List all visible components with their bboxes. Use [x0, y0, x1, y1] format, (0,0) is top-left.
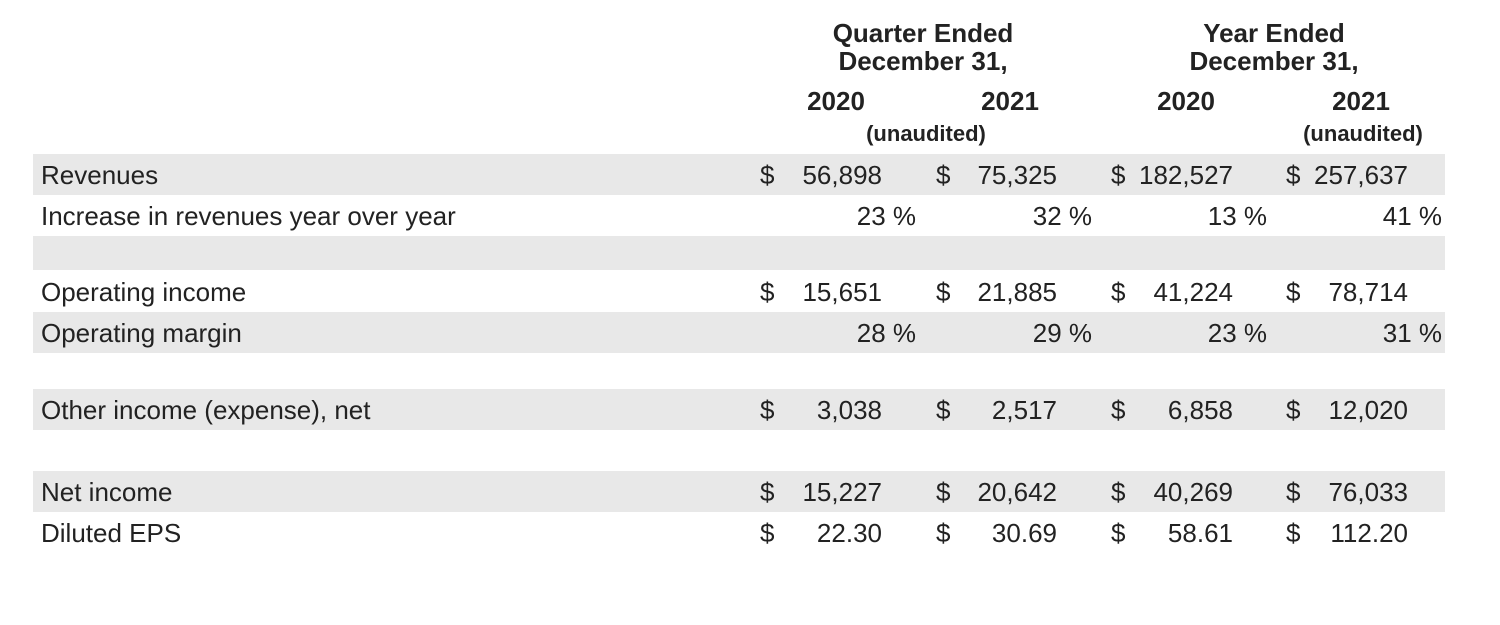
cell-growth-y2021: 41 %	[1382, 201, 1442, 231]
cell-eps-q2020: 22.30	[816, 518, 882, 548]
cell-growth-q2020: 23 %	[856, 201, 916, 231]
dollar-sign: $	[1286, 518, 1301, 548]
cell-eps-y2020: 58.61	[1167, 518, 1233, 548]
header-year-ended: Year Ended	[1203, 18, 1345, 48]
header-quarter-ended: Quarter Ended	[832, 18, 1014, 48]
dollar-sign: $	[936, 160, 951, 190]
year-header-y-2021: 2021	[1332, 86, 1390, 116]
cell-revenues-q2020: 56,898	[802, 160, 882, 190]
unaudited-note-quarter: (unaudited)	[866, 121, 986, 146]
header-december-31-quarter: December 31,	[838, 46, 1008, 76]
row-band-blank	[33, 236, 1445, 270]
dollar-sign: $	[1111, 395, 1126, 425]
dollar-sign: $	[760, 160, 775, 190]
dollar-sign: $	[1286, 395, 1301, 425]
row-label-operating-margin: Operating margin	[41, 318, 242, 348]
cell-eps-y2021: 112.20	[1330, 518, 1408, 548]
cell-opmargin-y2021: 31 %	[1382, 318, 1442, 348]
dollar-sign: $	[760, 518, 775, 548]
dollar-sign: $	[1111, 477, 1126, 507]
dollar-sign: $	[936, 518, 951, 548]
cell-other-q2020: 3,038	[816, 395, 882, 425]
cell-other-y2021: 12,020	[1328, 395, 1408, 425]
cell-revenues-y2021: 257,637	[1314, 160, 1408, 190]
cell-opinc-q2021: 21,885	[977, 277, 1057, 307]
row-band-revenues	[33, 154, 1445, 195]
row-band-other-income	[33, 389, 1445, 430]
dollar-sign: $	[1111, 160, 1126, 190]
cell-growth-q2021: 32 %	[1032, 201, 1092, 231]
row-label-net-income: Net income	[41, 477, 173, 507]
dollar-sign: $	[760, 477, 775, 507]
cell-opmargin-q2020: 28 %	[856, 318, 916, 348]
cell-opinc-y2020: 41,224	[1153, 277, 1233, 307]
row-band-net-income	[33, 471, 1445, 512]
cell-opinc-q2020: 15,651	[802, 277, 882, 307]
dollar-sign: $	[936, 477, 951, 507]
cell-growth-y2020: 13 %	[1207, 201, 1267, 231]
row-label-operating-income: Operating income	[41, 277, 247, 307]
dollar-sign: $	[936, 395, 951, 425]
cell-eps-q2021: 30.69	[991, 518, 1057, 548]
cell-opmargin-y2020: 23 %	[1207, 318, 1267, 348]
dollar-sign: $	[1111, 277, 1126, 307]
cell-opinc-y2021: 78,714	[1328, 277, 1408, 307]
cell-opmargin-q2021: 29 %	[1032, 318, 1092, 348]
cell-netinc-y2020: 40,269	[1153, 477, 1233, 507]
cell-other-y2020: 6,858	[1167, 395, 1233, 425]
unaudited-note-year: (unaudited)	[1303, 121, 1423, 146]
cell-netinc-q2020: 15,227	[802, 477, 882, 507]
row-label-revenue-growth: Increase in revenues year over year	[41, 201, 456, 231]
dollar-sign: $	[936, 277, 951, 307]
row-label-revenues: Revenues	[41, 160, 159, 190]
row-band-operating-margin	[33, 312, 1445, 353]
dollar-sign: $	[1286, 277, 1301, 307]
dollar-sign: $	[1286, 477, 1301, 507]
cell-revenues-y2020: 182,527	[1139, 160, 1233, 190]
year-header-q-2020: 2020	[807, 86, 865, 116]
year-header-y-2020: 2020	[1157, 86, 1215, 116]
dollar-sign: $	[1111, 518, 1126, 548]
header-december-31-year: December 31,	[1189, 46, 1359, 76]
dollar-sign: $	[760, 395, 775, 425]
cell-revenues-q2021: 75,325	[977, 160, 1057, 190]
cell-netinc-q2021: 20,642	[977, 477, 1057, 507]
year-header-q-2021: 2021	[981, 86, 1039, 116]
row-label-diluted-eps: Diluted EPS	[41, 518, 182, 548]
cell-other-q2021: 2,517	[991, 395, 1057, 425]
dollar-sign: $	[1286, 160, 1301, 190]
cell-netinc-y2021: 76,033	[1328, 477, 1408, 507]
row-label-other-income: Other income (expense), net	[41, 395, 371, 425]
dollar-sign: $	[760, 277, 775, 307]
